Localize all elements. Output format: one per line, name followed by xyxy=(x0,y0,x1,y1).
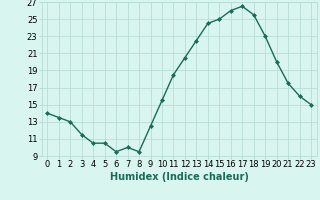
X-axis label: Humidex (Indice chaleur): Humidex (Indice chaleur) xyxy=(110,172,249,182)
